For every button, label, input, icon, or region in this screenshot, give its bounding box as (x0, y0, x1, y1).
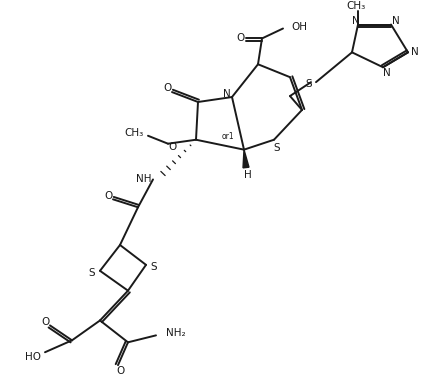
Text: S: S (151, 262, 157, 272)
Text: N: N (411, 47, 419, 58)
Text: O: O (236, 34, 244, 44)
Text: N: N (223, 89, 231, 99)
Text: O: O (116, 366, 124, 376)
Text: HO: HO (25, 352, 41, 362)
Text: N: N (392, 15, 400, 25)
Text: O: O (104, 191, 112, 201)
Text: S: S (89, 268, 95, 278)
Text: H: H (244, 171, 252, 181)
Text: CH₃: CH₃ (125, 128, 144, 138)
Text: N: N (383, 68, 391, 78)
Text: NH: NH (135, 174, 151, 185)
Text: O: O (163, 83, 171, 93)
Text: S: S (274, 143, 280, 153)
Text: or1: or1 (222, 132, 234, 141)
Text: N: N (352, 15, 360, 25)
Text: O: O (168, 142, 176, 152)
Polygon shape (243, 150, 249, 168)
Text: NH₂: NH₂ (166, 328, 186, 339)
Text: OH: OH (291, 22, 307, 32)
Text: CH₃: CH₃ (346, 1, 365, 11)
Text: O: O (41, 317, 49, 327)
Text: S: S (305, 79, 312, 89)
